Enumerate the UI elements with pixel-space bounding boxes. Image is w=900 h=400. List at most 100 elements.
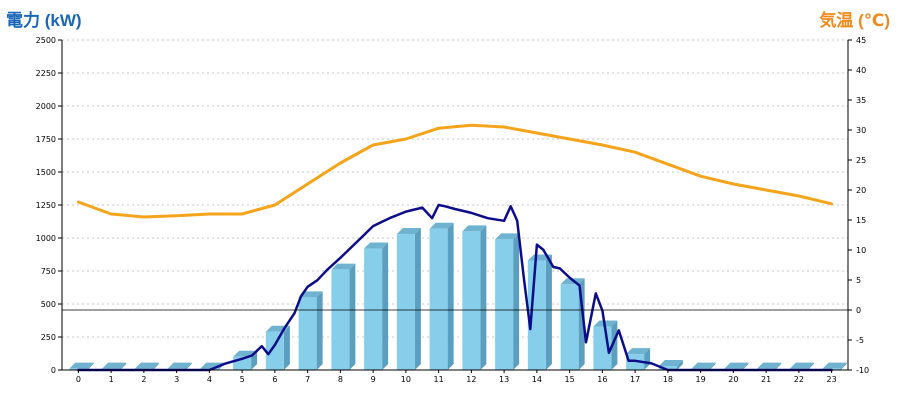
bar-side <box>283 325 290 370</box>
bar-side <box>414 228 421 370</box>
right-tick-label: -5 <box>856 336 864 345</box>
x-tick-label: 0 <box>76 375 81 384</box>
bar-top <box>69 362 94 369</box>
bar <box>462 225 487 370</box>
power-bars <box>69 222 847 370</box>
bar-top <box>789 362 814 369</box>
bar-front <box>658 366 677 370</box>
bar-front <box>462 231 481 370</box>
bar <box>495 233 520 370</box>
bar-side <box>742 362 749 370</box>
right-tick-label: 35 <box>856 96 866 105</box>
left-tick-label: 1250 <box>36 201 56 210</box>
x-tick-label: 17 <box>630 375 640 384</box>
bar-front <box>396 234 415 370</box>
left-tick-label: 750 <box>41 267 56 276</box>
x-tick-label: 20 <box>728 375 738 384</box>
x-tick-label: 2 <box>141 375 146 384</box>
bar <box>396 228 421 370</box>
power-line <box>77 203 833 372</box>
x-tick-label: 23 <box>827 375 837 384</box>
right-tick-label: 15 <box>856 216 866 225</box>
bar-side <box>775 362 782 370</box>
right-tick-label: 20 <box>856 186 866 195</box>
x-tick-label: 4 <box>207 375 212 384</box>
left-tick-label: 250 <box>41 333 56 342</box>
bar-side <box>840 362 847 370</box>
axes <box>58 39 852 373</box>
right-tick-label: 25 <box>856 156 866 165</box>
left-tick-label: 2500 <box>36 36 56 45</box>
x-tick-label: 15 <box>565 375 575 384</box>
temperature-line <box>76 123 834 219</box>
bar-front <box>429 228 448 370</box>
right-tick-label: 45 <box>856 36 866 45</box>
x-tick-label: 5 <box>240 375 245 384</box>
x-tick-label: 13 <box>499 375 509 384</box>
bar-front <box>364 248 383 370</box>
bar-side <box>644 348 651 370</box>
bar-top <box>429 222 454 229</box>
left-tick-label: 2250 <box>36 69 56 78</box>
x-tick-label: 10 <box>401 375 411 384</box>
x-tick-label: 3 <box>174 375 179 384</box>
bar <box>364 242 389 370</box>
bar-side <box>185 362 192 370</box>
bar-front <box>298 297 317 370</box>
bar <box>298 291 323 370</box>
bar <box>429 222 454 370</box>
bar <box>658 360 683 370</box>
x-tick-label: 21 <box>761 375 771 384</box>
bar-side <box>807 362 814 370</box>
bar-side <box>349 263 356 370</box>
x-tick-label: 9 <box>371 375 376 384</box>
bar-front <box>495 239 514 370</box>
x-tick-label: 1 <box>109 375 114 384</box>
bar-top <box>658 360 683 367</box>
bar <box>265 325 290 370</box>
x-tick-label: 22 <box>794 375 804 384</box>
right-tick-label: -10 <box>856 366 869 375</box>
right-tick-label: 40 <box>856 66 866 75</box>
left-tick-label: 1750 <box>36 135 56 144</box>
bar-side <box>447 222 454 370</box>
x-tick-label: 12 <box>466 375 476 384</box>
bar-top <box>691 362 716 369</box>
right-axis-title: 気温 (℃) <box>819 11 890 30</box>
right-tick-label: 5 <box>856 276 861 285</box>
left-tick-label: 1500 <box>36 168 56 177</box>
tick-labels: 02505007501000125015001750200022502500-1… <box>36 36 869 384</box>
x-tick-label: 6 <box>272 375 277 384</box>
bar-top <box>724 362 749 369</box>
bar <box>331 263 356 370</box>
gridlines <box>62 39 848 338</box>
x-tick-label: 8 <box>338 375 343 384</box>
bar-side <box>87 362 94 370</box>
bar-top <box>102 362 127 369</box>
left-tick-label: 2000 <box>36 102 56 111</box>
left-tick-label: 0 <box>51 366 56 375</box>
data-lines <box>76 123 834 372</box>
x-tick-label: 11 <box>434 375 444 384</box>
bar-top <box>462 225 487 232</box>
bar-top <box>626 348 651 355</box>
left-tick-label: 1000 <box>36 234 56 243</box>
bar <box>560 278 585 370</box>
x-tick-label: 7 <box>305 375 310 384</box>
bar-top <box>331 263 356 270</box>
bar-top <box>822 362 847 369</box>
bar-side <box>513 233 520 370</box>
x-tick-label: 18 <box>663 375 673 384</box>
bar-front <box>626 354 645 370</box>
right-tick-label: 10 <box>856 246 866 255</box>
bar-front <box>331 269 350 370</box>
bar-front <box>265 331 284 370</box>
bar-top <box>134 362 159 369</box>
bar-top <box>495 233 520 240</box>
x-tick-label: 19 <box>696 375 706 384</box>
bar-side <box>152 362 159 370</box>
x-tick-label: 14 <box>532 375 542 384</box>
bar-side <box>709 362 716 370</box>
left-axis-title: 電力 (kW) <box>6 11 82 30</box>
